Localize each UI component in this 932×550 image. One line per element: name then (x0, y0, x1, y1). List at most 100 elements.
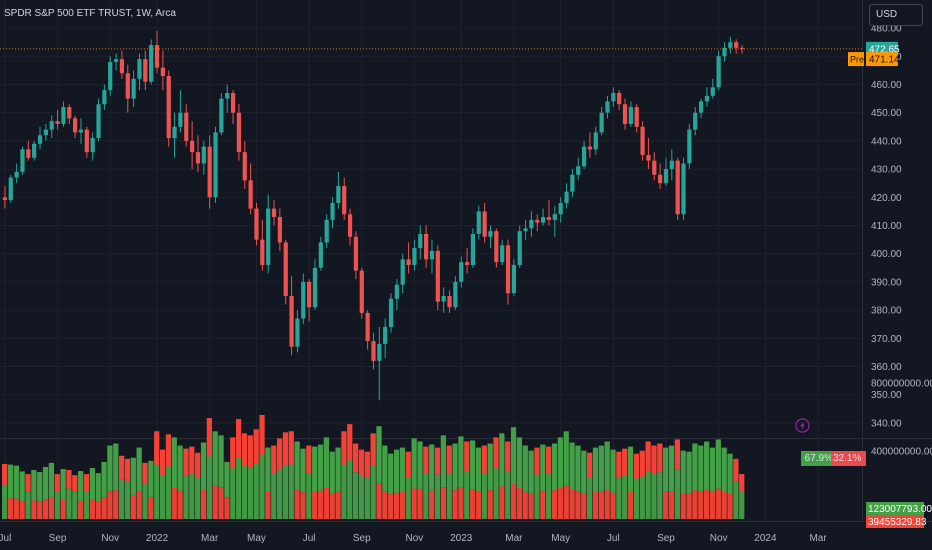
volume-bar (370, 433, 376, 466)
volume-bar (405, 451, 411, 478)
lightning-icon[interactable] (795, 418, 810, 433)
last-price-label: 472.65 (869, 44, 900, 55)
volume-bar (721, 491, 727, 519)
volume-bar (218, 487, 224, 519)
candle-body (558, 202, 563, 215)
volume-bar (452, 490, 458, 519)
volume-bar (446, 445, 452, 474)
volume-bar (353, 443, 359, 473)
volume-bar (452, 443, 458, 491)
volume-bar (528, 450, 534, 494)
volume-bar (434, 447, 441, 475)
volume-bar (306, 473, 312, 519)
volume-down-percent: 32.1% (831, 451, 866, 466)
currency-selector[interactable]: USD (869, 4, 923, 26)
candle-body (160, 67, 165, 77)
volume-bar (680, 450, 686, 494)
volume-bar (200, 442, 207, 490)
symbol-title[interactable]: SPDR S&P 500 ETF TRUST, 1W, Arca (4, 8, 176, 19)
candle-body (552, 214, 557, 220)
volume-bar (499, 433, 505, 487)
volume-bar (388, 494, 394, 519)
volume-bar (493, 468, 499, 519)
time-tick-label: Sep (49, 533, 67, 544)
volume-bar (505, 441, 511, 471)
price-tick-label: 370.00 (871, 334, 902, 345)
candle-body (219, 98, 224, 133)
candle-body (131, 78, 136, 99)
volume-bar (481, 445, 487, 474)
candle-body (710, 87, 715, 96)
volume-bar (236, 457, 242, 519)
candle-body (32, 143, 37, 158)
candle-body (400, 259, 405, 285)
volume-bar (405, 477, 411, 519)
volume-bar (364, 477, 370, 519)
volume-bar (48, 462, 55, 498)
volume-bar (388, 453, 394, 495)
volume-bar (195, 477, 201, 519)
time-tick-label: Mar (505, 533, 523, 544)
volume-bar (288, 431, 294, 465)
volume-bar (230, 468, 236, 519)
candle-body (359, 270, 364, 313)
volume-bar (423, 474, 429, 519)
volume-bar (522, 491, 528, 519)
volume-bar (60, 500, 66, 519)
candle-body (406, 259, 411, 265)
volume-bar (651, 445, 657, 474)
volume-bar (382, 491, 388, 519)
volume-bar (692, 490, 698, 519)
time-tick-label: Nov (710, 533, 728, 544)
price-tick-label: 360.00 (871, 362, 902, 373)
candle-body (2, 197, 8, 201)
candle-body (254, 208, 259, 240)
volume-bar (341, 464, 347, 519)
volume-bar (276, 469, 283, 519)
volume-bar (709, 447, 716, 492)
volume-bar (165, 466, 172, 519)
volume-bar (668, 491, 675, 519)
volume-bar (177, 445, 183, 492)
volume-bar (148, 496, 154, 519)
volume-bar (575, 445, 581, 492)
price-tick-label: 380.00 (871, 306, 902, 317)
volume-bar (31, 500, 37, 519)
volume-bar (2, 463, 8, 485)
volume-bar (487, 443, 493, 491)
volume-bar (60, 469, 66, 501)
candle-body (371, 341, 376, 361)
volume-bar (259, 414, 265, 455)
time-tick-label: 2023 (450, 533, 473, 544)
candle-body (277, 217, 282, 243)
volume-bar (563, 485, 569, 519)
volume-bar (704, 489, 710, 519)
volume-bar (727, 494, 733, 519)
volume-bar (107, 491, 113, 519)
candle-body (154, 45, 160, 68)
volume-bar (113, 490, 119, 519)
volume-bar (271, 445, 277, 474)
volume-bar (546, 474, 552, 519)
volume-bar (72, 491, 78, 519)
volume-bar (475, 447, 482, 492)
candle-body (55, 121, 60, 124)
volume-bar (89, 499, 95, 519)
volume-bar (78, 471, 84, 501)
price-tick-label: 350.00 (871, 390, 902, 401)
volume-bar (224, 497, 230, 519)
price-tick-label: 340.00 (871, 418, 902, 429)
volume-bar (616, 451, 622, 478)
time-tick-label: Jul (0, 533, 11, 544)
candle-body (394, 284, 399, 299)
volume-bar (31, 470, 37, 501)
volume-bar (189, 446, 195, 475)
volume-bar (639, 476, 645, 519)
volume-bar (569, 489, 575, 519)
volume-bar (464, 470, 470, 519)
candle-body (119, 59, 125, 74)
volume-bar (622, 448, 628, 476)
candle-body (581, 146, 587, 167)
volume-bar (470, 489, 476, 519)
